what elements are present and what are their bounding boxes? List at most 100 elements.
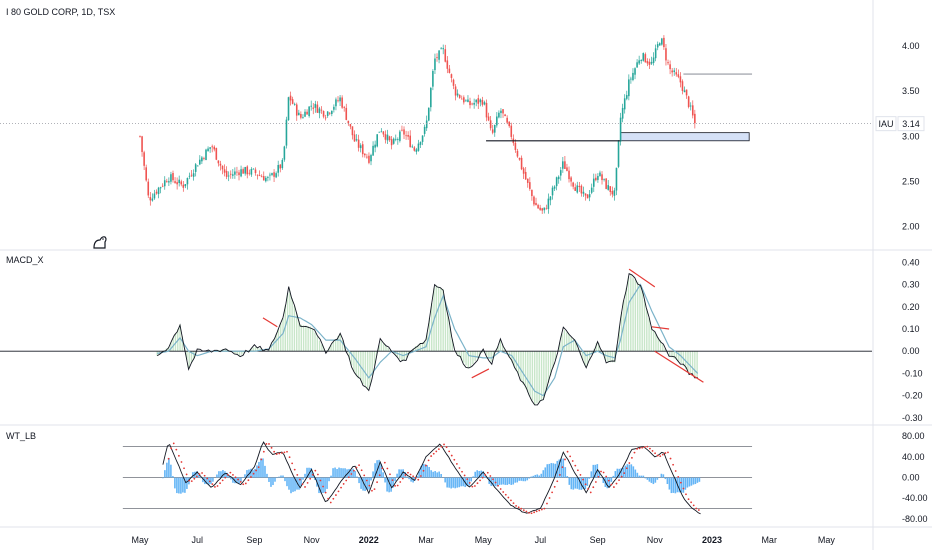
candle-body xyxy=(205,149,207,161)
wavetrend-signal-dot xyxy=(628,462,631,464)
wavetrend-signal-dot xyxy=(327,497,330,500)
wavetrend-signal-dot xyxy=(221,479,224,482)
time-axis-label: Mar xyxy=(418,535,434,545)
wavetrend-signal-dot xyxy=(690,501,693,504)
candle-body xyxy=(196,165,199,167)
wavetrend-signal-dot xyxy=(270,446,273,449)
candle-body xyxy=(326,111,329,116)
candle-body xyxy=(656,44,659,48)
wavetrend-signal-dot xyxy=(656,454,659,457)
candle-body xyxy=(378,131,381,133)
wavetrend-signal-dot xyxy=(682,487,685,490)
last-price-value: 3.14 xyxy=(902,119,920,129)
wavetrend-signal-dot xyxy=(582,478,584,481)
candle-body xyxy=(201,157,203,162)
wavetrend-signal-dot xyxy=(183,467,185,470)
candle-body xyxy=(219,163,222,166)
candle-body xyxy=(349,124,352,127)
candle-body xyxy=(498,112,500,118)
candle-body xyxy=(599,172,601,177)
wavetrend-signal-dot xyxy=(594,481,597,483)
candle-body xyxy=(667,62,669,64)
macd-trend-line xyxy=(262,317,278,328)
candle-body xyxy=(475,99,478,103)
wavetrend-signal-dot xyxy=(250,476,252,478)
wavetrend-signal-dot xyxy=(427,459,430,462)
candle-body xyxy=(568,170,570,180)
candle-body xyxy=(176,182,178,185)
wavetrend-signal-dot xyxy=(314,469,317,472)
candle-body xyxy=(654,48,657,59)
candle-body xyxy=(601,174,603,181)
wavetrend-signal-dot xyxy=(401,477,404,480)
wavetrend-signal-dot xyxy=(283,451,286,454)
candle-body xyxy=(611,190,614,195)
wavetrend-signal-dot xyxy=(234,476,237,479)
wavetrend-signal-dot xyxy=(687,498,690,501)
candle-body xyxy=(232,174,234,176)
wavetrend-signal-dot xyxy=(188,479,191,482)
candle-body xyxy=(215,148,218,160)
candle-body xyxy=(531,189,533,197)
candle-body xyxy=(143,152,145,166)
price-tick-label: 3.50 xyxy=(902,86,920,96)
wavetrend-pane[interactable]: 80.00 40.00 0.00 -40.00 -80.00 xyxy=(122,431,928,524)
support-zone xyxy=(620,132,750,142)
candle-body xyxy=(147,181,150,196)
candle-body xyxy=(141,136,143,152)
wavetrend-signal-dot xyxy=(232,474,234,476)
candle-body xyxy=(403,129,405,135)
candle-body xyxy=(683,90,686,93)
candle-body xyxy=(320,109,323,111)
candle-body xyxy=(252,168,255,170)
wavetrend-signal-dot xyxy=(607,479,610,482)
candle-body xyxy=(269,174,271,176)
symbol-tag-label: IAU xyxy=(878,119,893,129)
wavetrend-signal-dot xyxy=(399,481,402,483)
wavetrend-signal-dot xyxy=(443,443,445,446)
candle-body xyxy=(448,68,451,73)
wavetrend-signal-dot xyxy=(471,485,474,488)
wavetrend-signal-dot xyxy=(641,446,644,449)
candle-body xyxy=(661,38,663,45)
wavetrend-signal-dot xyxy=(311,473,314,476)
candle-body xyxy=(401,129,403,131)
macd-pane[interactable]: 0.40 0.30 0.20 0.10 0.00 -0.10 -0.20 -0.30 xyxy=(0,257,923,423)
candle-body xyxy=(634,68,636,75)
time-axis-label: Jul xyxy=(191,535,203,545)
candle-body xyxy=(669,64,671,70)
candle-body xyxy=(644,54,647,63)
candle-body xyxy=(308,106,310,117)
candle-body xyxy=(473,102,475,105)
candle-body xyxy=(295,104,298,116)
wavetrend-signal-dot xyxy=(211,483,214,486)
macd-tick-label: -0.20 xyxy=(902,391,923,401)
candle-body xyxy=(469,100,471,106)
wavetrend-signal-dot xyxy=(679,481,682,484)
candle-body xyxy=(316,104,319,113)
candle-body xyxy=(331,110,333,114)
time-axis: May Jul Sep Nov 2022 Mar May Jul Sep Nov 2023 Mar Ma… xyxy=(131,535,835,545)
wavetrend-signal-dot xyxy=(360,469,363,472)
candle-body xyxy=(681,81,684,91)
wavetrend-signal-dot xyxy=(237,478,239,481)
price-pane[interactable]: IAU 3.14 4.00 3.50 3.00 2.50 2.00 xyxy=(0,35,925,231)
candle-body xyxy=(225,170,228,177)
wavetrend-signal-dot xyxy=(437,448,440,451)
time-axis-label: Mar xyxy=(761,535,777,545)
macd-signal-line xyxy=(157,283,699,397)
time-axis-label: Sep xyxy=(246,535,262,545)
wavetrend-signal-dot xyxy=(355,466,358,469)
candle-body xyxy=(471,103,473,105)
candle-body xyxy=(665,48,667,61)
wavetrend-tick-label: 0.00 xyxy=(902,473,920,483)
wavetrend-signal-dot xyxy=(674,470,677,472)
candle-body xyxy=(671,70,673,73)
wavetrend-signal-dot xyxy=(479,479,481,482)
wavetrend-signal-dot xyxy=(419,475,422,477)
wavetrend-signal-dot xyxy=(589,491,592,494)
wavetrend-signal-dot xyxy=(316,473,319,476)
candle-body xyxy=(446,60,449,69)
wavetrend-signal-dot xyxy=(535,510,538,513)
